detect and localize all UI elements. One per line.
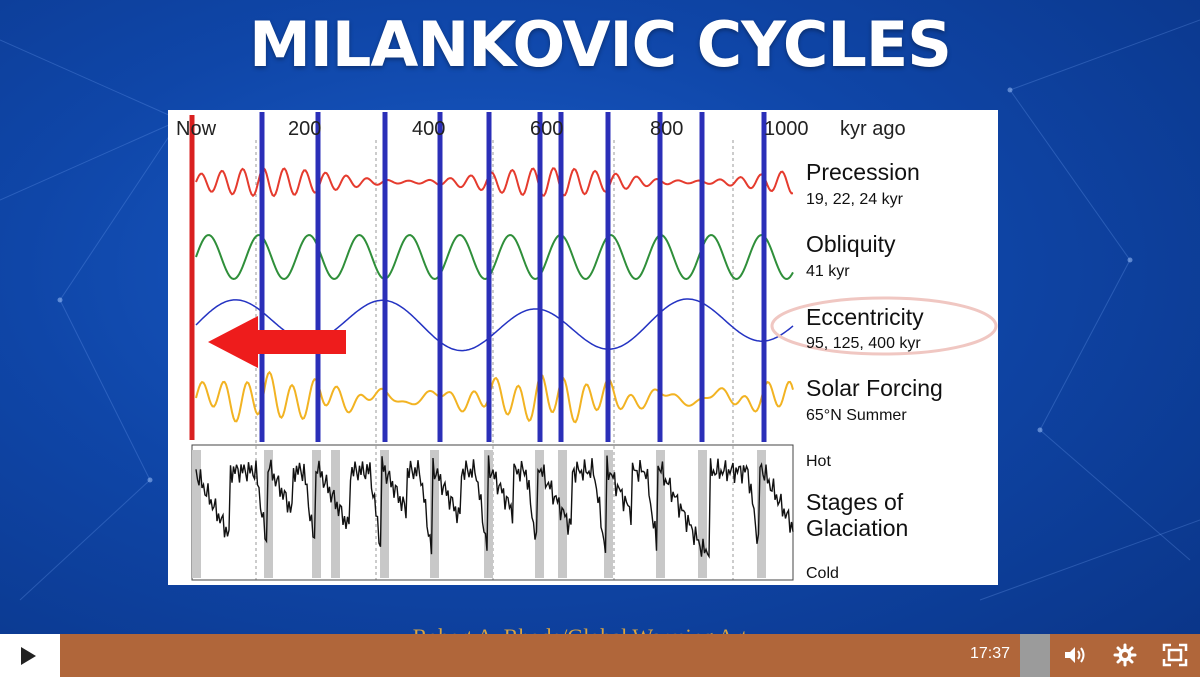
glaciation-trace (195, 455, 794, 559)
label-solar-forcing: Solar Forcing (806, 375, 943, 401)
interglacial-band (757, 450, 766, 578)
interglacial-band (698, 450, 707, 578)
fullscreen-icon (1162, 643, 1188, 667)
detail-eccentricity: 95, 125, 400 kyr (806, 335, 921, 352)
interglacial-band (312, 450, 321, 578)
interglacial-band (535, 450, 544, 578)
interglacial-band (331, 450, 340, 578)
tick-1000: 1000 (764, 118, 809, 140)
detail-obliquity: 41 kyr (806, 263, 850, 280)
label-hot: Hot (806, 453, 831, 470)
interglacial-band (192, 450, 201, 578)
tick-200: 200 (288, 118, 321, 140)
tick-800: 800 (650, 118, 683, 140)
play-button[interactable] (0, 634, 60, 677)
wave-solar-forcing (195, 370, 794, 424)
cycles-chart: Now 200 400 600 800 1000 kyr ago Precess… (176, 112, 998, 582)
label-precession: Precession (806, 159, 920, 185)
volume-icon (1065, 647, 1085, 663)
interglacial-band (558, 450, 567, 578)
wave-obliquity (195, 233, 794, 281)
volume-button[interactable] (1050, 634, 1100, 677)
player-control-bar: 17:37 (0, 634, 1200, 677)
gear-icon (1113, 643, 1137, 667)
detail-solar-forcing: 65°N Summer (806, 407, 907, 424)
label-glaciation: Glaciation (806, 515, 908, 541)
label-obliquity: Obliquity (806, 231, 896, 257)
eccentricity-highlight (770, 296, 998, 356)
interglacial-band (484, 450, 493, 578)
label-stages-of: Stages of (806, 489, 904, 515)
elapsed-time: 17:37 (969, 645, 1011, 662)
control-separator (1020, 634, 1050, 677)
detail-precession: 19, 22, 24 kyr (806, 191, 904, 208)
play-icon (21, 647, 36, 665)
label-cold: Cold (806, 565, 839, 582)
tick-now: Now (176, 118, 217, 140)
interglacial-band (604, 450, 613, 578)
interglacial-band (264, 450, 273, 578)
axis-unit: kyr ago (840, 118, 906, 140)
wave-precession (195, 166, 794, 198)
fullscreen-button[interactable] (1150, 634, 1200, 677)
left-arrow-icon (208, 316, 346, 368)
tick-400: 400 (412, 118, 445, 140)
interglacial-band (430, 450, 439, 578)
slide-title: MILANKOVIC CYCLES (249, 8, 952, 81)
tick-600: 600 (530, 118, 563, 140)
interglacial-band (380, 450, 389, 578)
milankovitch-figure: Now 200 400 600 800 1000 kyr ago Precess… (168, 110, 998, 585)
label-eccentricity: Eccentricity (806, 304, 924, 330)
settings-button[interactable] (1100, 634, 1150, 677)
interglacial-band (656, 450, 665, 578)
